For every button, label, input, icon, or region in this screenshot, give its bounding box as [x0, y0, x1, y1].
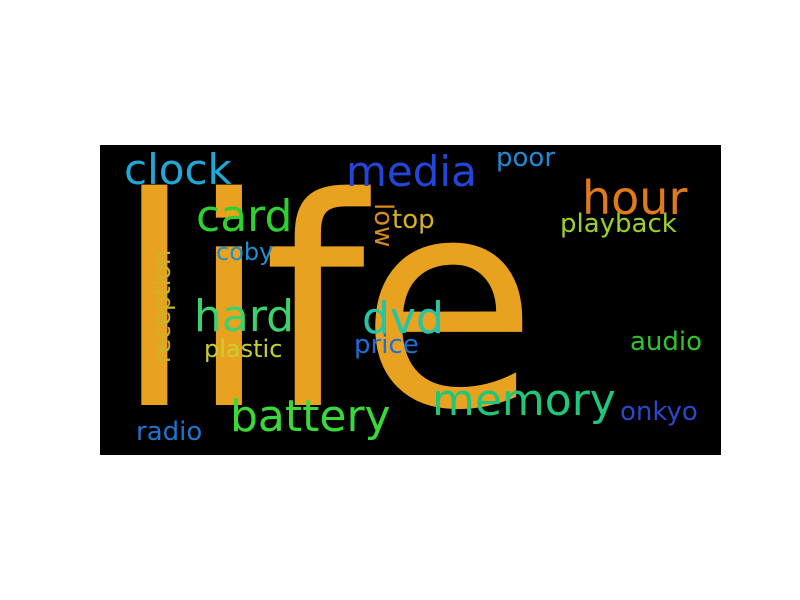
word-card: card [196, 191, 293, 242]
word-top: top [392, 205, 435, 235]
word-dvd: dvd [362, 293, 444, 344]
word-onkyo: onkyo [620, 397, 698, 427]
word-radio: radio [136, 417, 203, 447]
word-audio: audio [630, 327, 703, 357]
word-hour: hour [582, 171, 688, 225]
word-cloud: life clock media poor hour card low top … [100, 145, 721, 455]
word-hard: hard [194, 291, 295, 342]
word-coby: coby [216, 238, 274, 266]
word-playback: playback [560, 209, 677, 239]
word-clock: clock [124, 145, 232, 194]
word-media: media [346, 147, 477, 196]
word-price: price [354, 330, 419, 360]
word-memory: memory [432, 375, 616, 426]
word-plastic: plastic [204, 335, 283, 363]
word-reception: reception [148, 249, 176, 363]
word-poor: poor [496, 145, 556, 173]
word-life: life [114, 145, 538, 455]
word-battery: battery [230, 391, 391, 442]
